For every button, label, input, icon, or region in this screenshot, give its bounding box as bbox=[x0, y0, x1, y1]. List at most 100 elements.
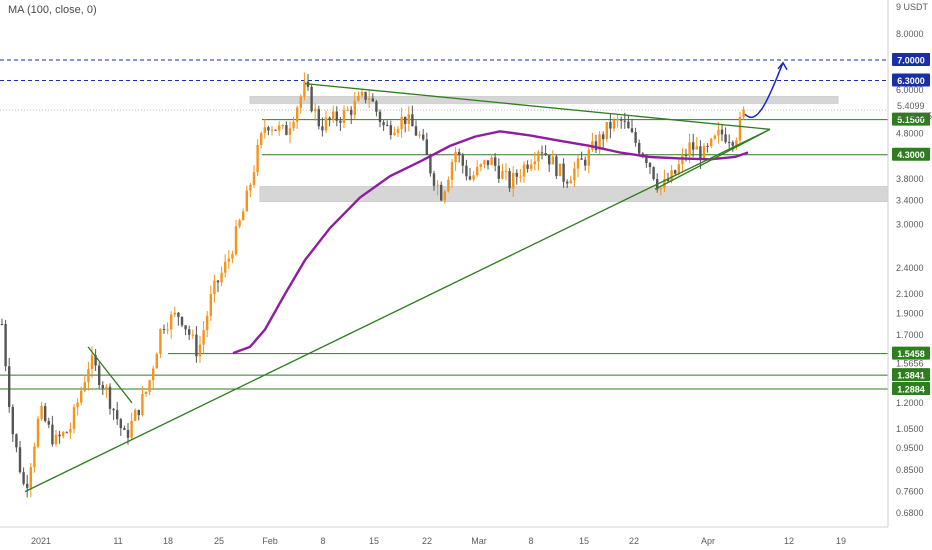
candle-body bbox=[479, 164, 482, 167]
candle-body bbox=[249, 184, 252, 191]
candle-body bbox=[54, 434, 58, 445]
candle-body bbox=[224, 261, 227, 273]
candle-body bbox=[80, 390, 83, 403]
candle-body bbox=[612, 119, 616, 129]
x-tick-label: Mar bbox=[471, 536, 487, 546]
candle-body bbox=[36, 418, 40, 447]
x-tick-label: 19 bbox=[836, 536, 846, 546]
candle-body bbox=[540, 152, 544, 154]
level-label-solid-bg bbox=[892, 382, 930, 395]
candle-body bbox=[393, 132, 396, 135]
x-tick-label: 11 bbox=[113, 536, 122, 546]
candle-body bbox=[335, 111, 338, 121]
candle-body bbox=[62, 432, 65, 437]
candle-body bbox=[321, 126, 324, 131]
candle-body bbox=[274, 129, 277, 131]
y-tick-label: 0.7600 bbox=[896, 487, 924, 497]
candle-body bbox=[422, 134, 425, 140]
level-label-solid: 1.5458 bbox=[897, 349, 925, 359]
candle-body bbox=[414, 126, 418, 136]
candle-body bbox=[260, 133, 263, 145]
candle-body bbox=[148, 380, 151, 392]
candle-body bbox=[465, 165, 468, 177]
x-axis: 2021 11 18 25 Feb 8 15 22 Mar 8 15 22 Apr 12 19 bbox=[31, 536, 846, 546]
level-label-solid: 5.1500 bbox=[897, 115, 925, 125]
candle-body bbox=[724, 134, 727, 143]
y-tick-label: 1.0500 bbox=[896, 424, 924, 434]
x-tick-label: 15 bbox=[579, 536, 589, 546]
candle-body bbox=[504, 171, 508, 173]
candle-body bbox=[404, 116, 407, 124]
candle-body bbox=[648, 163, 652, 168]
candle-body bbox=[472, 175, 475, 180]
candle-body bbox=[666, 178, 670, 181]
candle-body bbox=[94, 355, 97, 366]
candle-body bbox=[558, 163, 562, 177]
candle-body bbox=[216, 280, 220, 283]
candle-body bbox=[699, 146, 702, 160]
y-tick-label: 2.4000 bbox=[896, 263, 924, 273]
candle-body bbox=[382, 122, 385, 126]
candle-body bbox=[378, 111, 382, 123]
candle-body bbox=[206, 315, 209, 331]
y-tick-label: 4.8000 bbox=[896, 128, 924, 138]
candle-body bbox=[65, 432, 68, 434]
x-tick-label: 22 bbox=[422, 536, 432, 546]
last-price-value: 5.4099 bbox=[897, 101, 925, 111]
y-tick-label: 6.0000 bbox=[896, 85, 924, 95]
candle-body bbox=[584, 159, 587, 166]
candle-body bbox=[674, 170, 677, 174]
candle-body bbox=[159, 329, 162, 354]
level-label-dashed-bg bbox=[892, 73, 930, 87]
x-tick-label: 18 bbox=[163, 536, 173, 546]
candle-body bbox=[386, 125, 389, 127]
y-tick-label: 3.4000 bbox=[896, 195, 924, 205]
candle-body bbox=[400, 116, 403, 130]
candle-body bbox=[684, 154, 688, 156]
candle-body bbox=[436, 184, 439, 186]
candle-body bbox=[108, 386, 112, 409]
x-tick-label: 15 bbox=[369, 536, 379, 546]
candle-body bbox=[425, 139, 428, 155]
candle-body bbox=[245, 190, 248, 212]
candle-body bbox=[310, 86, 313, 112]
candle-body bbox=[670, 170, 673, 181]
candle-body bbox=[512, 172, 515, 189]
candle-body bbox=[418, 134, 421, 136]
y-tick-label: 0.9500 bbox=[896, 443, 924, 453]
candle-body bbox=[22, 472, 25, 484]
candle-body bbox=[51, 424, 54, 445]
candle-body bbox=[544, 153, 547, 156]
candle-body bbox=[69, 428, 72, 433]
candle-body bbox=[616, 119, 619, 121]
indicator-label: MA (100, close, 0) bbox=[8, 4, 97, 16]
candle-body bbox=[526, 164, 529, 169]
candle-body bbox=[220, 272, 223, 283]
candle-body bbox=[717, 129, 720, 136]
candle-body bbox=[296, 107, 299, 122]
candle-body bbox=[742, 109, 745, 118]
candle-body bbox=[238, 220, 241, 227]
x-tick-label: Feb bbox=[262, 536, 278, 546]
candle-body bbox=[461, 155, 464, 166]
candle-body bbox=[407, 114, 410, 124]
x-tick-label: Apr bbox=[701, 536, 715, 546]
candle-body bbox=[285, 125, 288, 135]
candle-body bbox=[533, 161, 536, 165]
candle-body bbox=[587, 149, 590, 166]
y-tick-label: 3.0000 bbox=[896, 220, 924, 230]
level-labels: 7.0000 6.3000 5.1500 4.3000 1.5458 1.3841 1.28… bbox=[892, 53, 932, 395]
candle-body bbox=[198, 344, 202, 357]
candle-body bbox=[267, 127, 270, 131]
y-tick-label: 0.6800 bbox=[896, 508, 924, 518]
candle-body bbox=[202, 330, 205, 345]
candle-body bbox=[4, 324, 7, 367]
candle-body bbox=[191, 334, 194, 336]
candle-body bbox=[112, 408, 115, 411]
candle-body bbox=[350, 109, 353, 115]
candle-body bbox=[454, 152, 457, 163]
candle-body bbox=[130, 420, 133, 438]
candle-body bbox=[483, 160, 486, 165]
candle-body bbox=[234, 226, 238, 255]
